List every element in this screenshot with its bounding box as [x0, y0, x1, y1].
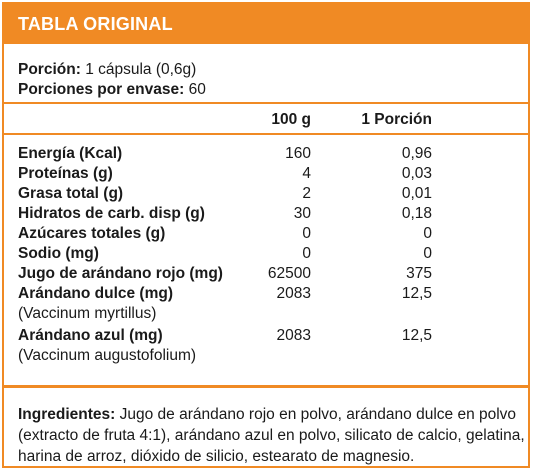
row-value-serving: 0,03 — [401, 165, 432, 182]
row-value-100g: 0 — [302, 225, 311, 242]
row-value-100g: 0 — [302, 245, 311, 262]
row-value-100g: 2083 — [276, 327, 311, 344]
servings-per-container-label: Porciones por envase: — [18, 81, 185, 98]
servings-per-container-line: Porciones por envase: 60 — [18, 80, 206, 99]
row-value-serving: 375 — [406, 265, 432, 282]
row-sublabel-blueberry: (Vaccinum augustofolium) — [18, 347, 197, 364]
row-value-serving: 12,5 — [401, 327, 432, 344]
title-bar: TABLA ORIGINAL — [4, 4, 528, 44]
row-label-energy: Energía (Kcal) — [18, 145, 123, 162]
table-title: TABLA ORIGINAL — [18, 14, 173, 34]
row-label-fat: Grasa total (g) — [18, 185, 124, 202]
servings-per-container-value: 60 — [188, 81, 206, 98]
row-value-serving: 0 — [423, 225, 432, 242]
serving-line: Porción: 1 cápsula (0,6g) — [18, 60, 196, 79]
column-header-serving: 1 Porción — [361, 111, 432, 128]
divider — [4, 133, 528, 135]
ingredients-text: Jugo de arándano rojo en polvo, arándano… — [18, 406, 525, 465]
row-label-cranberry-juice: Jugo de arándano rojo (mg) — [18, 265, 223, 282]
row-label-sugars: Azúcares totales (g) — [18, 225, 166, 242]
row-value-100g: 2083 — [276, 285, 311, 302]
row-value-100g: 2 — [302, 185, 311, 202]
column-header-100g: 100 g — [271, 111, 311, 128]
row-label-sodium: Sodio (mg) — [18, 245, 99, 262]
row-value-100g: 30 — [293, 205, 311, 222]
serving-label: Porción: — [18, 61, 81, 78]
row-value-serving: 0,18 — [401, 205, 432, 222]
divider — [4, 385, 528, 388]
row-value-100g: 4 — [302, 165, 311, 182]
row-value-100g: 62500 — [267, 265, 311, 282]
row-value-serving: 0,96 — [401, 145, 432, 162]
row-value-serving: 0 — [423, 245, 432, 262]
row-value-100g: 160 — [285, 145, 311, 162]
nutrition-table: TABLA ORIGINAL Porción: 1 cápsula (0,6g)… — [2, 2, 530, 468]
row-sublabel-bilberry: (Vaccinum myrtillus) — [18, 305, 157, 322]
serving-value: 1 cápsula (0,6g) — [85, 61, 197, 78]
ingredients-label: Ingredientes: — [18, 406, 116, 423]
row-label-blueberry: Arándano azul (mg) — [18, 327, 163, 344]
divider — [4, 102, 528, 104]
row-label-bilberry: Arándano dulce (mg) — [18, 285, 174, 302]
ingredients: Ingredientes: Jugo de arándano rojo en p… — [18, 404, 528, 467]
row-value-serving: 0,01 — [401, 185, 432, 202]
row-label-carbs: Hidratos de carb. disp (g) — [18, 205, 205, 222]
row-value-serving: 12,5 — [401, 285, 432, 302]
row-label-protein: Proteínas (g) — [18, 165, 113, 182]
